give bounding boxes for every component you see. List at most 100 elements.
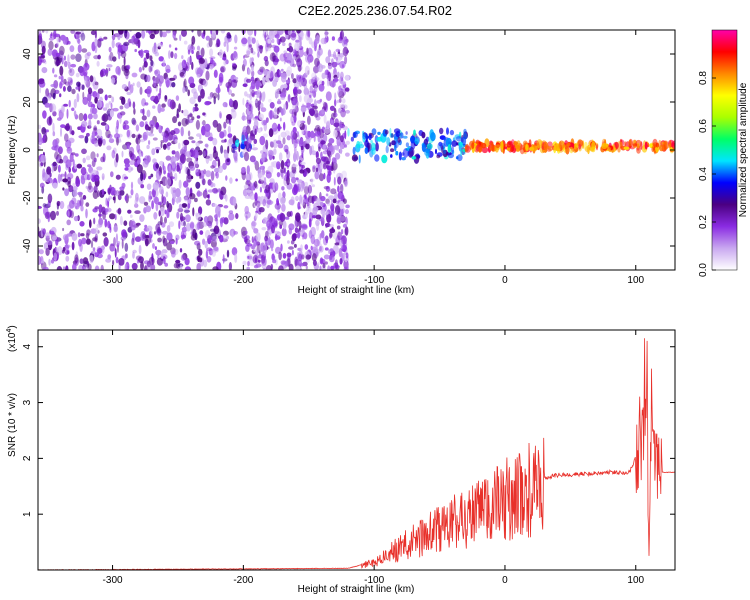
spectrogram-cell xyxy=(222,56,227,61)
spectrogram-cell xyxy=(123,158,130,165)
spectrogram-cell xyxy=(115,233,118,244)
spectrogram-cell xyxy=(301,164,305,169)
spectrogram-cell xyxy=(268,98,272,103)
spectrogram-cell xyxy=(49,172,52,178)
spectrogram-cell xyxy=(299,31,305,38)
spectrogram-cell xyxy=(280,260,286,265)
spectrogram-cell xyxy=(171,82,176,88)
spectrogram-cell xyxy=(165,30,171,34)
spectrogram-cell xyxy=(66,219,71,226)
spectrogram-cell xyxy=(294,139,298,149)
spectrogram-cell xyxy=(262,198,267,207)
spectrogram-cell xyxy=(129,160,136,166)
spectrogram-cell xyxy=(69,45,75,53)
spectrogram-cell xyxy=(292,186,298,196)
spectrogram-cell xyxy=(328,195,335,201)
spectrogram-cell xyxy=(254,100,258,104)
spectrogram-cell xyxy=(119,215,123,226)
spectrogram-cell xyxy=(183,60,187,65)
spectrogram-cell xyxy=(328,138,335,144)
x-tick-label: -100 xyxy=(364,575,384,586)
colorbar-tick-label: 0.8 xyxy=(698,71,709,85)
spectrogram-cell xyxy=(321,156,327,162)
spectrogram-cell xyxy=(220,186,227,196)
spectrogram-cell xyxy=(295,150,299,161)
spectrogram-cell xyxy=(304,244,309,250)
spectrogram-cell xyxy=(60,127,62,138)
spectrogram-cell xyxy=(76,81,81,87)
spectrogram-cell xyxy=(108,55,111,61)
spectrogram-cell xyxy=(115,153,119,163)
spectrogram-cell xyxy=(207,96,213,100)
colorbar-gradient xyxy=(712,30,737,270)
spectrogram-cell xyxy=(196,133,202,137)
spectrogram-cell xyxy=(98,38,104,42)
spectrogram-cell xyxy=(66,173,74,180)
spectrogram-cell xyxy=(59,82,63,89)
spectrogram-cell xyxy=(235,213,239,219)
spectrogram-cell xyxy=(310,245,313,251)
spectrogram-cell xyxy=(133,108,136,115)
spectrogram-cell xyxy=(335,48,341,53)
spectrogram-cell xyxy=(543,141,549,151)
x-tick-label: -200 xyxy=(233,275,253,286)
spectrogram-cell xyxy=(242,135,245,141)
spectrogram-cell xyxy=(216,123,222,133)
spectrogram-cell xyxy=(124,176,129,180)
spectrogram-cell xyxy=(292,88,298,93)
spectrogram-cell xyxy=(246,179,249,185)
spectrogram-cell xyxy=(216,38,220,47)
spectrogram-cell xyxy=(131,133,136,139)
spectrogram-cell xyxy=(101,114,106,122)
spectrogram-cell xyxy=(276,198,279,206)
spectrogram-cell xyxy=(148,30,151,35)
spectrogram-cell xyxy=(231,109,237,119)
spectrogram-cell xyxy=(381,154,388,164)
spectrogram-cell xyxy=(255,80,260,90)
spectrogram-cell xyxy=(100,156,105,163)
spectrogram-cell xyxy=(132,101,136,109)
spectrogram-cell xyxy=(245,215,248,221)
spectrogram-cell xyxy=(251,185,255,191)
spectrogram-cell xyxy=(68,99,71,108)
spectrogram-cell xyxy=(405,131,408,135)
spectrogram-marks xyxy=(38,30,675,270)
spectrogram-cell xyxy=(217,211,221,218)
spectrogram-cell xyxy=(661,141,664,145)
spectrogram-cell xyxy=(155,202,159,212)
spectrogram-cell xyxy=(62,187,65,191)
spectrogram-cell xyxy=(142,233,147,240)
spectrogram-cell xyxy=(198,78,203,84)
spectrogram-cell xyxy=(307,202,311,209)
spectrogram-cell xyxy=(278,251,282,261)
spectrogram-cell xyxy=(128,101,132,108)
spectrogram-cell xyxy=(340,229,344,235)
spectrogram-cell xyxy=(309,145,313,156)
spectrogram-cell xyxy=(320,230,325,239)
spectrogram-cell xyxy=(229,177,233,184)
spectrogram-cell xyxy=(186,157,193,163)
spectrogram-cell xyxy=(94,206,99,210)
spectrogram-cell xyxy=(220,217,223,228)
spectrogram-cell xyxy=(339,146,343,155)
spectrogram-cell xyxy=(209,236,213,242)
spectrogram-cell xyxy=(197,221,201,230)
spectrogram-cell xyxy=(53,33,61,38)
spectrogram-cell xyxy=(56,202,60,210)
spectrogram-cell xyxy=(40,154,47,164)
spectrogram-cell xyxy=(250,80,256,90)
spectrogram-cell xyxy=(82,96,89,105)
spectrogram-cell xyxy=(339,52,345,58)
snr-x-label: Height of straight line (km) xyxy=(298,584,415,595)
spectrogram-cell xyxy=(184,207,190,214)
spectrogram-cell xyxy=(162,237,168,247)
spectrogram-cell xyxy=(202,33,205,39)
spectrogram-cell xyxy=(206,255,212,263)
spectrogram-cell xyxy=(233,50,238,59)
spectrogram-cell xyxy=(202,238,206,245)
spectrogram-cell xyxy=(98,138,103,147)
spectrogram-cell xyxy=(296,30,301,34)
spectrogram-cell xyxy=(286,135,291,141)
spectrogram-cell xyxy=(301,223,308,229)
spectrogram-cell xyxy=(273,218,277,224)
